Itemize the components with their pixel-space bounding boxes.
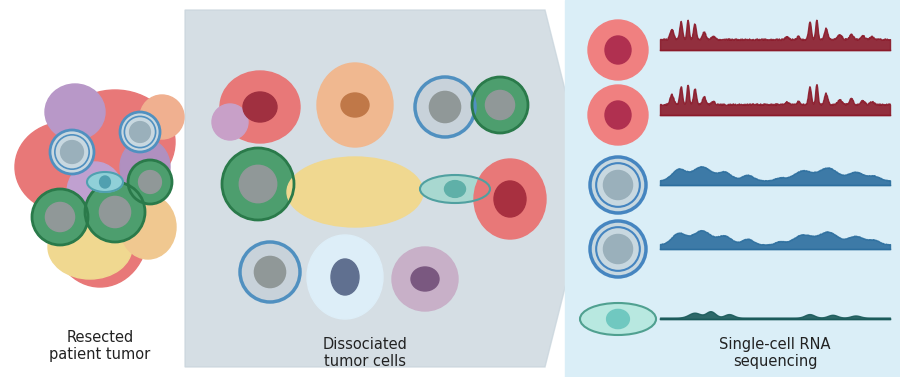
Circle shape: [590, 157, 646, 213]
Circle shape: [472, 77, 528, 133]
Ellipse shape: [45, 84, 105, 140]
Ellipse shape: [605, 101, 631, 129]
Ellipse shape: [392, 247, 458, 311]
Ellipse shape: [220, 71, 300, 143]
Ellipse shape: [420, 175, 490, 203]
Text: Resected
patient tumor: Resected patient tumor: [50, 329, 150, 362]
Ellipse shape: [15, 122, 115, 212]
Circle shape: [590, 221, 646, 277]
Ellipse shape: [120, 139, 170, 195]
Ellipse shape: [140, 95, 184, 139]
Ellipse shape: [411, 267, 439, 291]
Ellipse shape: [287, 157, 423, 227]
Ellipse shape: [474, 159, 546, 239]
Ellipse shape: [331, 259, 359, 295]
Circle shape: [485, 90, 515, 120]
Ellipse shape: [341, 93, 369, 117]
Ellipse shape: [67, 162, 123, 222]
Text: Single-cell RNA
sequencing: Single-cell RNA sequencing: [719, 337, 831, 369]
Ellipse shape: [48, 215, 132, 279]
Ellipse shape: [605, 36, 631, 64]
Circle shape: [139, 170, 161, 193]
Ellipse shape: [607, 310, 629, 329]
Ellipse shape: [445, 181, 465, 198]
Ellipse shape: [120, 195, 176, 259]
Circle shape: [130, 122, 150, 143]
Circle shape: [255, 256, 285, 288]
Ellipse shape: [494, 181, 526, 217]
Circle shape: [429, 91, 461, 123]
Ellipse shape: [243, 92, 277, 122]
Circle shape: [415, 77, 475, 137]
Ellipse shape: [100, 176, 111, 188]
Circle shape: [45, 202, 75, 231]
Ellipse shape: [212, 104, 248, 140]
Circle shape: [60, 141, 84, 164]
Circle shape: [32, 189, 88, 245]
Ellipse shape: [52, 177, 148, 287]
Text: Dissociated
tumor cells: Dissociated tumor cells: [322, 337, 408, 369]
Ellipse shape: [307, 235, 383, 319]
Ellipse shape: [87, 172, 123, 192]
Circle shape: [50, 130, 94, 174]
Circle shape: [603, 170, 633, 199]
Circle shape: [99, 196, 130, 228]
Circle shape: [240, 242, 300, 302]
Circle shape: [239, 165, 276, 203]
Ellipse shape: [317, 63, 393, 147]
Circle shape: [128, 160, 172, 204]
Polygon shape: [565, 0, 900, 377]
Circle shape: [85, 182, 145, 242]
Circle shape: [222, 148, 294, 220]
Ellipse shape: [588, 20, 648, 80]
Polygon shape: [185, 10, 590, 367]
Circle shape: [603, 234, 633, 264]
Ellipse shape: [55, 90, 175, 194]
Ellipse shape: [580, 303, 656, 335]
Ellipse shape: [588, 85, 648, 145]
Circle shape: [120, 112, 160, 152]
